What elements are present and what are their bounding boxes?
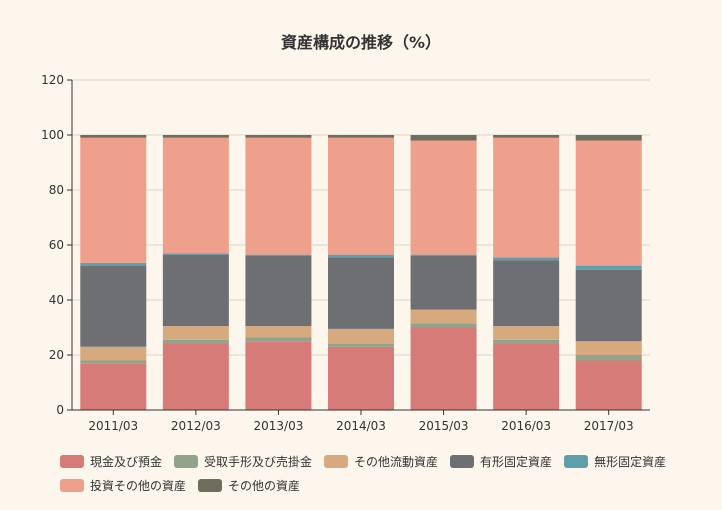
bar-segment (80, 262, 147, 266)
bar-segment (493, 257, 560, 261)
bar-segment (493, 260, 560, 327)
bar-segment (245, 137, 312, 255)
bar-segment (245, 341, 312, 410)
x-tick-label: 2015/03 (419, 419, 469, 433)
y-tick-label: 120 (41, 73, 64, 87)
y-tick-label: 60 (49, 238, 64, 252)
bar-segment (162, 326, 229, 340)
bar-segment (493, 137, 560, 258)
bar-segment (80, 346, 147, 361)
x-tick-label: 2013/03 (253, 419, 303, 433)
y-tick-label: 40 (49, 293, 64, 307)
legend-item[interactable]: その他の資産 (198, 476, 300, 494)
chart-plot: 0 20 40 60 80 100 120 2011/03 2012/03 2013/03 2014… (41, 73, 650, 433)
y-tick-label: 20 (49, 348, 64, 362)
legend-swatch (60, 478, 84, 492)
bar-segment (410, 309, 477, 324)
chart-legend: 現金及び預金 受取手形及び売掛金 その他流動資産 有形固定資産 無形固定資産投資その他の… (60, 452, 700, 494)
bar-segment (162, 253, 229, 255)
bar-segment (575, 341, 642, 355)
x-tick-label: 2012/03 (171, 419, 221, 433)
bar-segment (493, 339, 560, 344)
bar-segment (245, 337, 312, 342)
bar-segment (80, 360, 147, 364)
legend-label: 無形固定資産 (594, 454, 667, 469)
legend-label: 投資その他の資産 (90, 478, 187, 493)
bar-segment (162, 135, 229, 138)
bar-segment (328, 344, 394, 347)
legend-label: 有形固定資産 (480, 454, 553, 469)
x-tick-label: 2011/03 (88, 419, 138, 433)
bar-segment (410, 327, 477, 410)
legend-label: 現金及び預金 (90, 454, 163, 469)
legend-swatch (60, 454, 84, 468)
x-tick-label: 2017/03 (584, 419, 634, 433)
bar-segment (245, 326, 312, 338)
bar-segment (493, 326, 560, 340)
bar-segment (162, 137, 229, 254)
bar-segment (410, 323, 477, 328)
bar-segment (162, 344, 229, 410)
bar-segment (162, 339, 229, 344)
bar-segment (493, 135, 560, 138)
legend-item[interactable]: 無形固定資産 (564, 452, 666, 470)
bar-segment (80, 135, 147, 138)
bar-segment (575, 265, 642, 270)
legend-item[interactable]: 現金及び預金 (60, 452, 162, 470)
legend-item[interactable]: 有形固定資産 (450, 452, 552, 470)
legend-swatch (324, 454, 349, 468)
bar-segment (80, 137, 147, 263)
y-tick-label: 0 (56, 403, 64, 417)
bar-segment (328, 137, 394, 255)
legend-swatch (174, 454, 199, 468)
legend-item[interactable]: 投資その他の資産 (60, 476, 186, 494)
legend-label: その他の資産 (228, 478, 301, 493)
bar-segment (245, 256, 312, 327)
bar-segment (410, 256, 477, 310)
bar-segment (575, 355, 642, 361)
bar-segment (328, 135, 394, 138)
bar-segment (410, 140, 477, 255)
legend-swatch (450, 454, 475, 468)
legend-swatch (564, 454, 589, 468)
bar-segment (575, 140, 642, 266)
bar-segment (575, 269, 642, 342)
legend-swatch (198, 478, 223, 492)
legend-label: 受取手形及び売掛金 (204, 454, 313, 469)
bar-segment (162, 254, 229, 327)
x-tick-label: 2014/03 (336, 419, 386, 433)
bar-segment (245, 254, 312, 256)
x-tick-label: 2016/03 (501, 419, 551, 433)
bar-segment (328, 254, 394, 258)
bar-segment (575, 360, 642, 410)
bar-segment (410, 135, 477, 141)
bar-segment (410, 254, 477, 256)
bar-segment (80, 363, 147, 410)
legend-label: その他流動資産 (354, 454, 439, 469)
bar-segment (575, 135, 642, 141)
bar-segment (245, 135, 312, 138)
y-tick-label: 80 (49, 183, 64, 197)
y-tick-label: 100 (41, 128, 64, 142)
bar-segment (328, 328, 394, 344)
bar-segment (328, 257, 394, 329)
legend-item[interactable]: 受取手形及び売掛金 (174, 452, 312, 470)
bar-segment (493, 344, 560, 410)
legend-item[interactable]: その他流動資産 (324, 452, 438, 470)
bar-segment (80, 265, 147, 347)
chart-title: 資産構成の推移（%） (280, 33, 442, 52)
bar-segment (328, 346, 394, 410)
